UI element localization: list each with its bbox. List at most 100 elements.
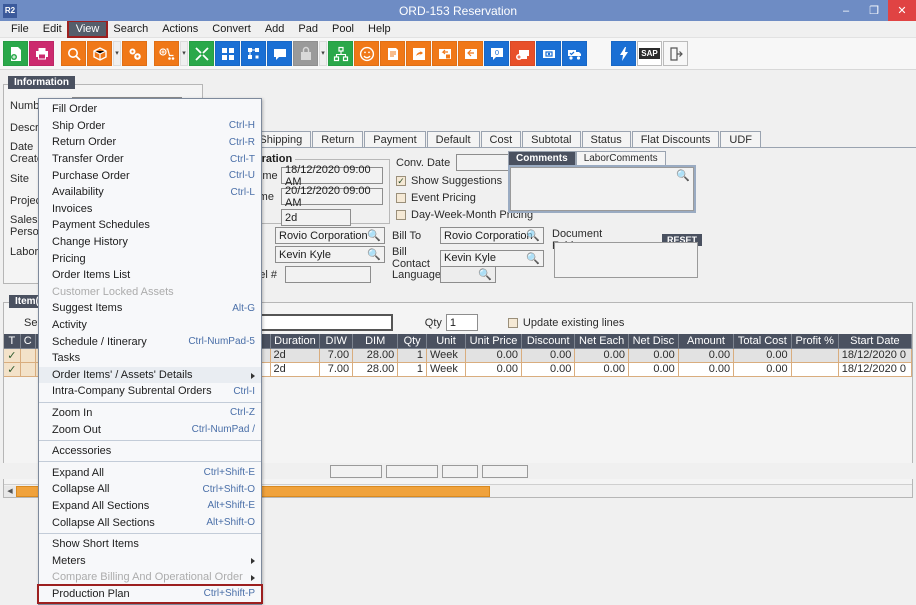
menu-item-production-plan[interactable]: Production Plan Ctrl+Shift-P [37, 583, 263, 605]
document-list-icon[interactable] [380, 41, 405, 66]
col-net-each[interactable]: Net Each [574, 334, 629, 349]
menu-item-fill-order[interactable]: Fill Order [39, 101, 261, 118]
col-diw[interactable]: DIW [319, 334, 354, 349]
locked-icon[interactable] [293, 41, 318, 66]
day-week-month-pricing-checkbox[interactable] [396, 210, 406, 220]
col-amount[interactable]: Amount [678, 334, 735, 349]
scroll-left-arrow[interactable]: ◀ [4, 485, 16, 497]
language-input[interactable]: 🔍 [440, 266, 496, 283]
locked-dropdown-arrow[interactable]: ▾ [319, 41, 327, 66]
print-icon[interactable] [29, 41, 54, 66]
smiley-icon[interactable] [354, 41, 379, 66]
menu-item-order-items-assets-details[interactable]: Order Items' / Assets' Details [39, 366, 261, 384]
bottom-field-4[interactable] [482, 464, 528, 478]
tab-status[interactable]: Status [581, 131, 631, 147]
return-box-icon[interactable] [432, 41, 457, 66]
expand-icon[interactable] [189, 41, 214, 66]
menu-search[interactable]: Search [113, 23, 149, 35]
menu-item-suggest-items[interactable]: Suggest Items Alt-G [39, 300, 261, 317]
menu-item-zoom-out[interactable]: Zoom Out Ctrl-NumPad / [39, 421, 261, 438]
bill-to-search-icon[interactable]: 🔍 [526, 230, 540, 242]
col-unit-price[interactable]: Unit Price [465, 334, 523, 349]
quick-links-icon[interactable] [241, 41, 266, 66]
event-pricing-checkbox[interactable] [396, 193, 406, 203]
col-total-cost[interactable]: Total Cost [733, 334, 792, 349]
end-datetime-input[interactable]: 20/12/2020 09:00 AM [281, 185, 383, 209]
row-check-c[interactable] [20, 362, 36, 377]
menu-item-ship-order[interactable]: Ship Order Ctrl-H [39, 118, 261, 135]
start-datetime-input[interactable]: 18/12/2020 09:00 AM [281, 164, 383, 188]
menu-item-invoices[interactable]: Invoices [39, 201, 261, 218]
col-c[interactable]: C [20, 334, 36, 349]
col-discount[interactable]: Discount [521, 334, 576, 349]
customer-input[interactable]: Rovio Corporation 🔍 [275, 227, 385, 244]
search-asset-icon[interactable] [61, 41, 86, 66]
hierarchy-icon[interactable] [328, 41, 353, 66]
bill-contact-search-icon[interactable]: 🔍 [526, 252, 540, 265]
menu-help[interactable]: Help [368, 23, 391, 35]
minimize-button[interactable]: – [842, 4, 850, 17]
delivery-truck-icon[interactable] [562, 41, 587, 66]
menu-item-accessories[interactable]: Accessories [39, 443, 261, 460]
menu-edit[interactable]: Edit [42, 23, 62, 35]
menu-item-show-short-items[interactable]: Show Short Items [39, 536, 261, 553]
show-suggestions-row[interactable]: ✓ Show Suggestions [396, 175, 533, 187]
menu-item-availability[interactable]: Availability Ctrl-L [39, 184, 261, 201]
logout-icon[interactable] [663, 41, 688, 66]
settings-gears-icon[interactable] [122, 41, 147, 66]
comment-icon[interactable] [267, 41, 292, 66]
tab-udf[interactable]: UDF [720, 131, 762, 147]
col-dim[interactable]: DIM [352, 334, 399, 349]
menu-item-order-items-list[interactable]: Order Items List [39, 267, 261, 284]
row-check-t[interactable]: ✓ [4, 348, 21, 363]
contact-search-icon[interactable]: 🔍 [367, 249, 381, 261]
event-pricing-row[interactable]: Event Pricing [396, 192, 533, 204]
add-to-cart-icon[interactable] [154, 41, 179, 66]
menu-item-change-history[interactable]: Change History [39, 234, 261, 251]
menu-item-intra-company-subrental-orders[interactable]: Intra-Company Subrental Orders Ctrl-I [39, 383, 261, 400]
tab-default[interactable]: Default [426, 131, 480, 147]
bill-contact-input[interactable]: Kevin Kyle 🔍 [440, 249, 544, 267]
col-duration[interactable]: Duration [270, 334, 321, 349]
menu-item-pricing[interactable]: Pricing [39, 250, 261, 267]
menu-pad[interactable]: Pad [298, 23, 318, 35]
menu-item-tasks[interactable]: Tasks [39, 350, 261, 367]
col-profit[interactable]: Profit % [791, 334, 839, 349]
col-unit[interactable]: Unit [426, 334, 466, 349]
update-existing-lines-checkbox[interactable] [507, 317, 518, 328]
product-input[interactable] [252, 314, 393, 331]
package-dropdown-arrow[interactable]: ▾ [113, 41, 121, 66]
menu-item-activity[interactable]: Activity [39, 317, 261, 334]
duration-input[interactable]: 2d [281, 209, 351, 226]
menu-item-payment-schedules[interactable]: Payment Schedules [39, 217, 261, 234]
menu-item-collapse-all-sections[interactable]: Collapse All Sections Alt+Shift-O [39, 514, 261, 531]
menu-actions[interactable]: Actions [162, 23, 199, 35]
chat-zero-icon[interactable]: 0 [484, 41, 509, 66]
bill-to-input[interactable]: Rovio Corporation 🔍 [440, 227, 544, 244]
menu-item-collapse-all[interactable]: Collapse All Ctrl+Shift-O [39, 481, 261, 498]
menu-item-purchase-order[interactable]: Purchase Order Ctrl-U [39, 167, 261, 184]
bottom-field-2[interactable] [386, 464, 438, 478]
menu-pool[interactable]: Pool [331, 23, 355, 35]
close-button[interactable]: ✕ [888, 0, 916, 21]
bottom-field-1[interactable] [330, 464, 382, 478]
lightning-icon[interactable] [611, 41, 636, 66]
col-qty[interactable]: Qty [397, 334, 427, 349]
col-t[interactable]: T [4, 334, 21, 349]
tab-cost[interactable]: Cost [480, 131, 522, 147]
contact-tel-input[interactable] [285, 266, 371, 283]
menu-view[interactable]: View [66, 20, 109, 38]
col-start-date[interactable]: Start Date [838, 334, 912, 349]
package-icon[interactable] [87, 41, 112, 66]
contact-input[interactable]: Kevin Kyle 🔍 [275, 246, 385, 263]
menu-file[interactable]: File [11, 23, 29, 35]
row-check-c[interactable] [20, 348, 36, 363]
maximize-button[interactable]: ❐ [869, 5, 879, 17]
money-box-icon[interactable] [536, 41, 561, 66]
menu-item-meters[interactable]: Meters [39, 552, 261, 569]
tab-flat-discounts[interactable]: Flat Discounts [631, 131, 720, 147]
update-existing-lines-row[interactable]: Update existing lines [507, 317, 624, 329]
add-print-icon[interactable] [510, 41, 535, 66]
row-check-t[interactable]: ✓ [4, 362, 21, 377]
menu-item-schedule-itinerary[interactable]: Schedule / Itinerary Ctrl-NumPad-5 [39, 333, 261, 350]
